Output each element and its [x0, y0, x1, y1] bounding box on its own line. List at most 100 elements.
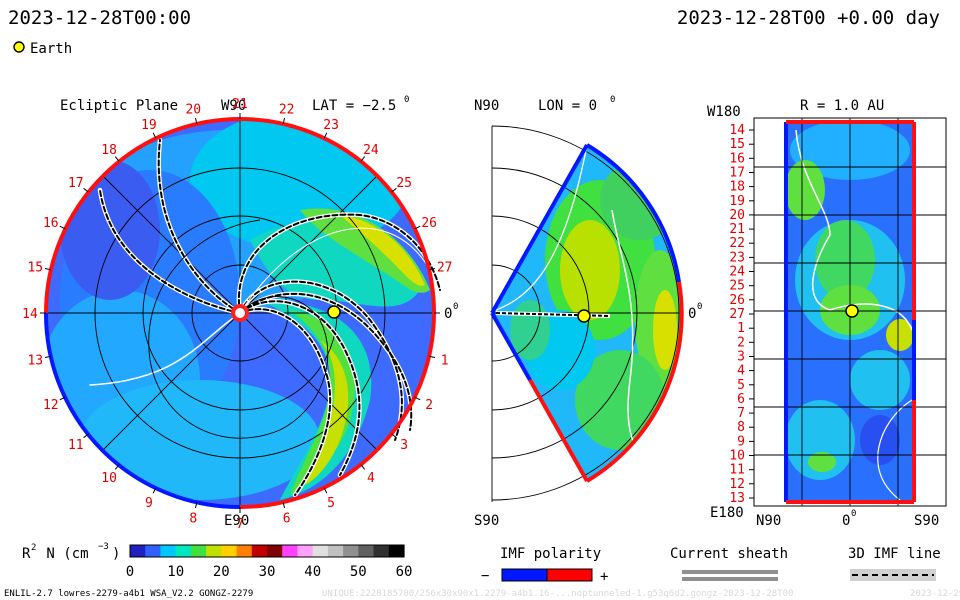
radial-row-label: 16: [729, 151, 745, 166]
radial-row-label: 15: [729, 137, 745, 152]
carrington-label: 17: [68, 176, 84, 191]
colorbar-segment: [327, 545, 344, 557]
ecliptic-reference-spiral: [148, 219, 329, 439]
ecliptic-earth-marker: [327, 305, 341, 319]
colorbar-segment: [130, 545, 146, 557]
radial-bottom-zero-sup: 0: [851, 509, 856, 519]
colorbar-segment: [175, 545, 192, 557]
carrington-label: 23: [323, 118, 339, 133]
radial-row-label: 10: [729, 449, 745, 464]
radial-row-label: 22: [729, 236, 745, 251]
colorbar-segment: [388, 545, 405, 557]
header-right-time: 2023-12-28T00 +0.00 day: [677, 7, 940, 29]
carrington-tick: [282, 117, 285, 125]
ecliptic-axis-right-sup: 0: [453, 302, 458, 312]
radial-row-label: 1: [737, 321, 745, 336]
carrington-tick: [59, 396, 66, 401]
colorbar-label-r: R: [22, 546, 31, 562]
radial-row-label: 18: [729, 180, 745, 195]
meridional-sheath-line: [489, 144, 588, 314]
radial-row-label: 14: [729, 123, 745, 138]
ecliptic-lat-sup: 0: [404, 95, 409, 105]
radial-polarity-rim: [784, 120, 916, 504]
colorbar-segment: [221, 545, 238, 557]
radial-row-label: 11: [729, 463, 745, 478]
ecliptic-panel: Ecliptic Plane W90 E90 0 0 LAT = −2.5 0 …: [22, 95, 458, 532]
colorbar: R 2 N (cm −3 ) 0 10 20 30 40 50 60: [22, 542, 412, 580]
radial-bottom-zero: 0: [842, 513, 850, 529]
ecliptic-axis-bottom: E90: [224, 513, 249, 529]
colorbar-tick-label: 30: [259, 564, 276, 580]
carrington-label: 4: [367, 471, 375, 486]
footer-unique-id: UNIQUE:2228185700/256x30x90x1.2279-a4b1.…: [322, 589, 793, 599]
radial-row-label: 4: [737, 364, 745, 379]
radial-row-label: 23: [729, 250, 745, 265]
colorbar-segment: [160, 545, 177, 557]
colorbar-label-exp: −3: [98, 542, 109, 552]
colorbar-ticks: 0 10 20 30 40 50 60: [126, 564, 413, 580]
carrington-label: 20: [185, 102, 201, 117]
carrington-tick: [195, 501, 198, 509]
carrington-label: 13: [27, 354, 43, 369]
meridional-polarity-rim: [490, 143, 684, 483]
carrington-tick: [59, 225, 66, 230]
radial-row-label: 27: [729, 307, 745, 322]
carrington-label: 6: [283, 512, 291, 527]
ecliptic-axis-right: 0: [444, 306, 452, 322]
carrington-label: 18: [101, 143, 117, 158]
carrington-tick: [282, 501, 285, 509]
colorbar-tick-label: 40: [304, 564, 321, 580]
colorbar-label-n: N (cm: [38, 546, 89, 562]
radial-row-label: 5: [737, 378, 745, 393]
carrington-label: 1: [441, 354, 449, 369]
footer-run-info: ENLIL-2.7 lowres-2279-a4b1 WSA_V2.2 GONG…: [4, 589, 253, 599]
colorbar-segment: [145, 545, 162, 557]
ecliptic-title: Ecliptic Plane: [60, 98, 178, 114]
radial-bottom-left: E180: [710, 505, 744, 521]
carrington-tick: [428, 355, 436, 358]
carrington-tick: [114, 464, 120, 470]
colorbar-label-close: ): [112, 546, 120, 562]
carrington-label: 9: [145, 496, 153, 511]
imf-polarity-minus: −: [481, 568, 489, 584]
radial-row-label: 19: [729, 194, 745, 209]
radial-earth-marker: [845, 304, 859, 318]
carrington-tick: [114, 156, 120, 162]
meridional-lon-sup: 0: [610, 95, 615, 105]
carrington-label: 19: [141, 118, 157, 133]
radial-row-label: 17: [729, 166, 745, 181]
imf-polarity-legend: IMF polarity − +: [481, 546, 608, 585]
colorbar-segment: [282, 545, 299, 557]
radial-row-label: 13: [729, 491, 745, 506]
header-left-time: 2023-12-28T00:00: [8, 7, 191, 29]
carrington-tick: [360, 464, 366, 470]
ecliptic-polarity-rim: [43, 117, 436, 510]
colorbar-segment: [358, 545, 375, 557]
carrington-tick: [323, 487, 328, 494]
radial-row-label: 7: [737, 406, 745, 421]
meridional-imf-line: [495, 312, 611, 317]
sun-core: [235, 308, 245, 318]
radial-row-labels: 1415161718192021222324252627123456789101…: [729, 123, 754, 506]
earth-legend-label: Earth: [30, 41, 72, 57]
colorbar-tick-label: 60: [396, 564, 413, 580]
meridional-axis-right: 0: [688, 306, 696, 322]
meridional-top-left: N90: [474, 98, 499, 114]
current-sheath-title: Current sheath: [670, 546, 788, 562]
radial-row-label: 8: [737, 420, 745, 435]
carrington-tick: [44, 268, 52, 271]
colorbar-segment: [312, 545, 329, 557]
radial-title: R = 1.0 AU: [800, 98, 884, 114]
ecliptic-axis-top: W90: [221, 98, 246, 114]
radial-panel: W180 R = 1.0 AU E180 N90 0 0 S90 1415161…: [707, 98, 947, 529]
radial-row-label: 2: [737, 335, 745, 350]
colorbar-tick-label: 10: [167, 564, 184, 580]
carrington-tick: [428, 268, 436, 271]
colorbar-segment: [297, 545, 314, 557]
carrington-label: 24: [363, 143, 379, 158]
colorbar-label-sup: 2: [31, 543, 36, 553]
ecliptic-lat-label: LAT = −2.5: [312, 98, 396, 114]
current-sheath-swatch-2: [682, 577, 778, 581]
carrington-label: 25: [396, 176, 412, 191]
